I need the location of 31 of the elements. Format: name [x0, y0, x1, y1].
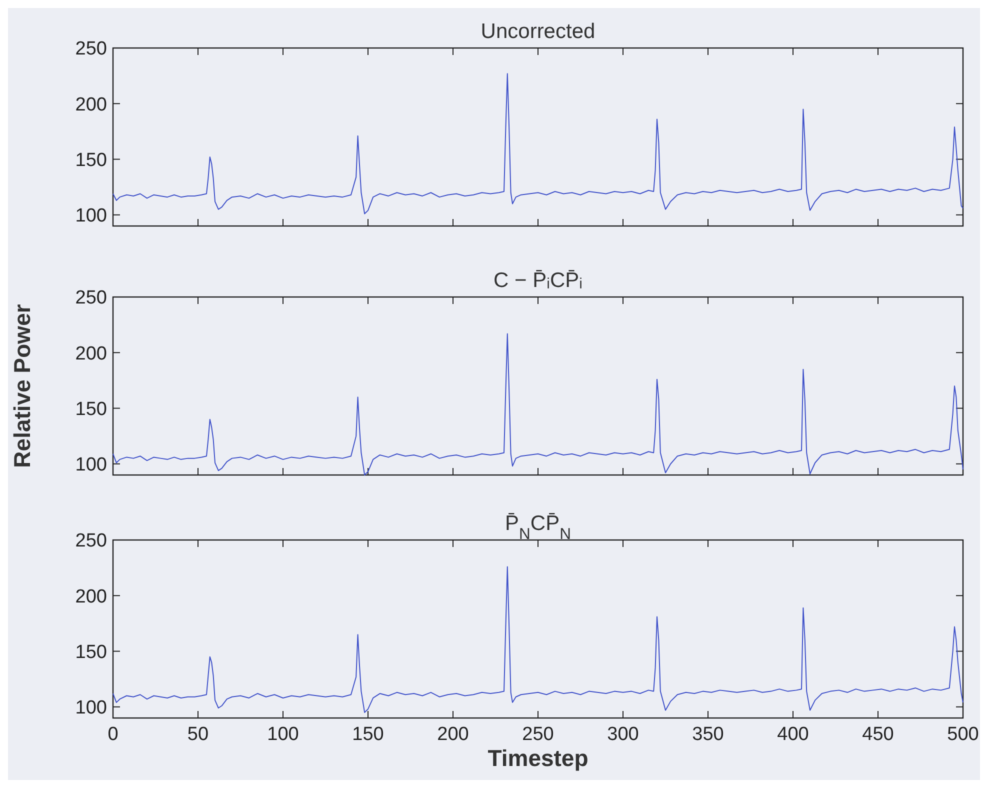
x-tick-label: 350	[692, 724, 724, 745]
y-tick-label: 100	[75, 454, 107, 476]
y-tick-label: 250	[75, 530, 107, 552]
x-tick-label: 50	[187, 724, 209, 745]
y-tick-label: 150	[75, 398, 107, 420]
y-tick-label: 250	[75, 288, 107, 309]
x-tick-label: 400	[777, 724, 809, 745]
y-tick-label: 200	[75, 586, 107, 608]
y-tick-label: 250	[75, 38, 107, 60]
x-axis-title: Timestep	[488, 745, 588, 771]
x-tick-label: 300	[607, 724, 639, 745]
x-tick-label: 250	[522, 724, 554, 745]
y-tick-label: 200	[75, 94, 107, 116]
x-tick-label: 500	[947, 724, 979, 745]
y-tick-label: 150	[75, 642, 107, 663]
chart-title: Uncorrected	[480, 20, 596, 43]
line-series	[112, 73, 964, 214]
chart-title: P̄$_{N}$CP̄$_{N}$	[505, 512, 571, 542]
x-tick-label: 0	[108, 724, 118, 745]
x-tick-label: 100	[267, 724, 299, 745]
x-tick-label: 200	[437, 724, 469, 745]
y-axis-title: Relative Power	[9, 304, 35, 468]
y-tick-label: 100	[75, 698, 107, 719]
chart-title: C − P̄ᵢCP̄ᵢ	[494, 269, 582, 292]
y-tick-label: 100	[75, 206, 107, 227]
x-tick-label: 450	[862, 724, 894, 745]
x-tick-label: 150	[352, 724, 384, 745]
y-tick-label: 150	[75, 150, 107, 171]
y-tick-label: 200	[75, 343, 107, 364]
line-series	[112, 566, 964, 713]
line-series	[112, 333, 964, 476]
